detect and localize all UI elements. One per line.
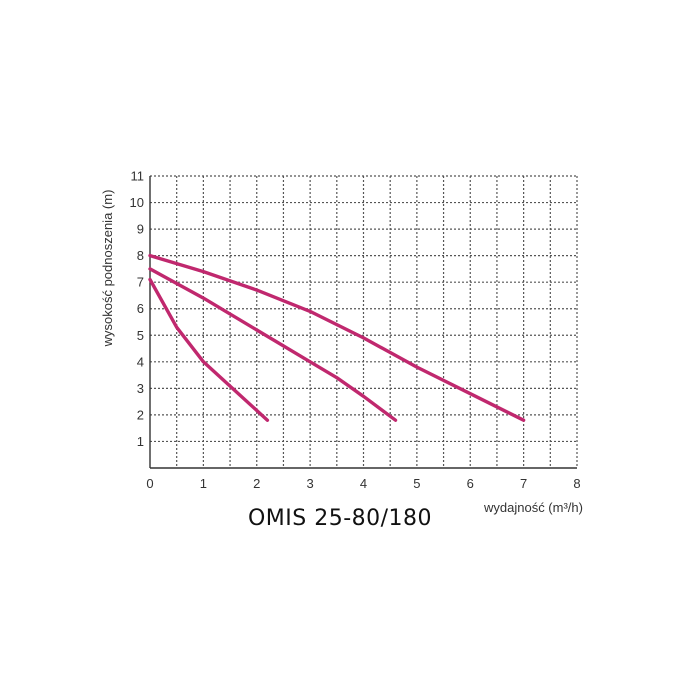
x-tick-label: 6 [467,476,474,491]
y-tick-labels: 1 2 3 4 5 6 7 8 9 10 11 [130,169,144,449]
y-tick-label: 5 [137,328,144,343]
y-tick-label: 2 [137,407,144,422]
x-tick-label: 0 [146,476,153,491]
y-tick-label: 4 [137,354,144,369]
y-tick-label: 1 [137,434,144,449]
x-tick-label: 2 [253,476,260,491]
pump-curve-2 [148,267,398,422]
x-tick-label: 7 [520,476,527,491]
y-tick-label: 7 [137,275,144,290]
y-tick-label: 10 [130,195,144,210]
y-tick-label: 8 [137,248,144,263]
y-axis-label: wysokość podnoszenia (m) [100,190,115,348]
x-tick-labels: 0 1 2 3 4 5 6 7 8 [146,476,580,491]
grid [150,175,578,468]
x-tick-label: 4 [360,476,367,491]
y-tick-label: 9 [137,222,144,237]
pump-curve-3 [148,253,526,422]
x-tick-label: 8 [573,476,580,491]
x-tick-label: 3 [307,476,314,491]
curves [148,253,526,422]
y-tick-label: 11 [131,169,145,184]
y-tick-label: 6 [137,301,144,316]
x-axis-label: wydajność (m³/h) [483,500,583,515]
x-tick-label: 5 [413,476,420,491]
axes [149,176,577,469]
y-tick-label: 3 [137,381,144,396]
model-caption: OMIS 25-80/180 [247,506,433,531]
pump-curve-1 [148,277,270,422]
x-tick-label: 1 [200,476,207,491]
